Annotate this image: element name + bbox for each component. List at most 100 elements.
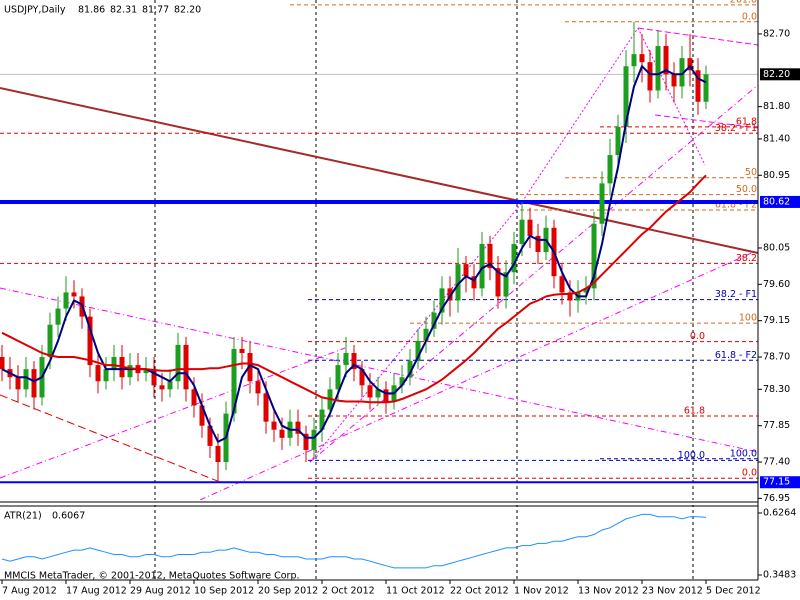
candle-body: [239, 348, 245, 353]
atr-line: [1, 513, 707, 569]
x-tick-label: 10 Sep 2012: [194, 586, 254, 597]
candle-body: [55, 308, 61, 325]
title-value: 82.20: [174, 5, 201, 16]
candle-body: [175, 344, 181, 382]
candle-body: [255, 381, 261, 394]
price-label-bg: [760, 195, 800, 208]
candle-body: [503, 272, 509, 297]
candle-body: [383, 389, 389, 402]
candle-body: [335, 365, 341, 390]
candle-body: [351, 352, 357, 370]
level-label: 50: [745, 167, 757, 178]
candle-body: [487, 243, 493, 269]
y-tick-label: 79.15: [763, 315, 790, 326]
level-label: 61.8 - F2: [715, 200, 757, 211]
candle-body: [0, 357, 5, 370]
x-tick-label: 11 Oct 2012: [386, 586, 445, 597]
candle-body: [47, 324, 53, 358]
title-value: 82.31: [110, 5, 137, 16]
axes: 82.70 81.80 81.40 80.95 80.05 79.60 79.15 78.70…: [1, 28, 800, 597]
y-tick-label: 76.95: [763, 493, 790, 504]
candle-body: [415, 340, 421, 362]
level-label: 0.0: [690, 331, 705, 342]
candle-body: [671, 74, 677, 87]
price-label: 77.15: [763, 477, 790, 488]
candle-body: [87, 316, 93, 366]
level-label: 0.0: [742, 468, 757, 479]
level-label: 261.8: [730, 0, 757, 5]
candle-body: [191, 389, 197, 406]
price-label-bg: [760, 476, 800, 489]
price-label: 82.20: [763, 69, 790, 80]
level-label: 38.2 - F1: [715, 289, 757, 300]
level-label: 100.0: [730, 448, 757, 459]
x-tick-label: 22 Oct 2012: [450, 586, 509, 597]
level-label: 50.0: [736, 184, 757, 195]
trend-line: [0, 87, 759, 254]
candle-body: [343, 352, 349, 366]
y-tick-label: 80.05: [763, 242, 790, 253]
candle-body: [607, 155, 613, 184]
x-tick-label: 5 Dec 2012: [706, 586, 761, 597]
candle-body: [663, 46, 669, 75]
candle-body: [447, 288, 453, 301]
candle-body: [215, 445, 221, 463]
price-label: 80.62: [763, 196, 790, 207]
candle-body: [271, 421, 277, 430]
plot: [0, 21, 709, 483]
candle-body: [535, 235, 541, 253]
channel-line: [199, 249, 759, 501]
candle-body: [463, 264, 469, 277]
candle-body: [143, 369, 149, 374]
x-tick-label: 13 Nov 2012: [578, 586, 639, 597]
y-tick-label: 78.70: [763, 352, 790, 363]
candle-body: [23, 369, 29, 390]
candle-body: [559, 276, 565, 293]
title-value: 81.77: [142, 5, 169, 16]
price-label-bg: [760, 68, 800, 81]
y-tick-label: 82.70: [763, 28, 790, 39]
y-tick-label: 81.40: [763, 133, 790, 144]
candle-body: [303, 433, 309, 450]
footer: MMCIS MetaTrader, © 2001-2012, MetaQuote…: [4, 571, 300, 582]
candle-body: [431, 312, 437, 329]
moving-average: [1, 64, 707, 444]
level-label: 61.8: [736, 116, 757, 127]
level-label: 100.0: [678, 450, 705, 461]
moving-average: [1, 174, 707, 404]
channel-line: [654, 114, 759, 129]
x-tick-label: 7 Aug 2012: [2, 586, 57, 597]
y-tick-label: 78.30: [763, 384, 790, 395]
candle-body: [495, 268, 501, 297]
x-tick-label: 1 Nov 2012: [514, 586, 569, 597]
candle-body: [31, 369, 37, 398]
candle-body: [687, 58, 693, 71]
candle-body: [207, 425, 213, 446]
candle-body: [231, 348, 237, 414]
candle-body: [479, 243, 485, 289]
candle-body: [127, 365, 133, 378]
atr-tick-label: 0.6264: [763, 507, 796, 518]
x-tick-label: 29 Aug 2012: [130, 586, 191, 597]
x-tick-label: 23 Nov 2012: [642, 586, 703, 597]
channel-line: [0, 394, 221, 483]
atr-panel: [1, 513, 707, 569]
x-tick-label: 2 Oct 2012: [322, 586, 375, 597]
candle-body: [63, 292, 69, 309]
candle-body: [615, 126, 621, 156]
candle-body: [247, 352, 253, 382]
candle-body: [439, 288, 445, 313]
grid-verticals: [154, 0, 694, 580]
candle-body: [111, 357, 117, 370]
level-label: 61.8: [684, 405, 705, 416]
candle-body: [623, 66, 629, 127]
candle-body: [655, 46, 661, 91]
atr-value: 0.6067: [52, 511, 85, 522]
candle-body: [151, 369, 157, 386]
candle-body: [599, 183, 605, 224]
candle-body: [199, 405, 205, 426]
candle-body: [311, 429, 317, 450]
y-tick-label: 81.80: [763, 101, 790, 112]
candle-body: [71, 292, 77, 297]
